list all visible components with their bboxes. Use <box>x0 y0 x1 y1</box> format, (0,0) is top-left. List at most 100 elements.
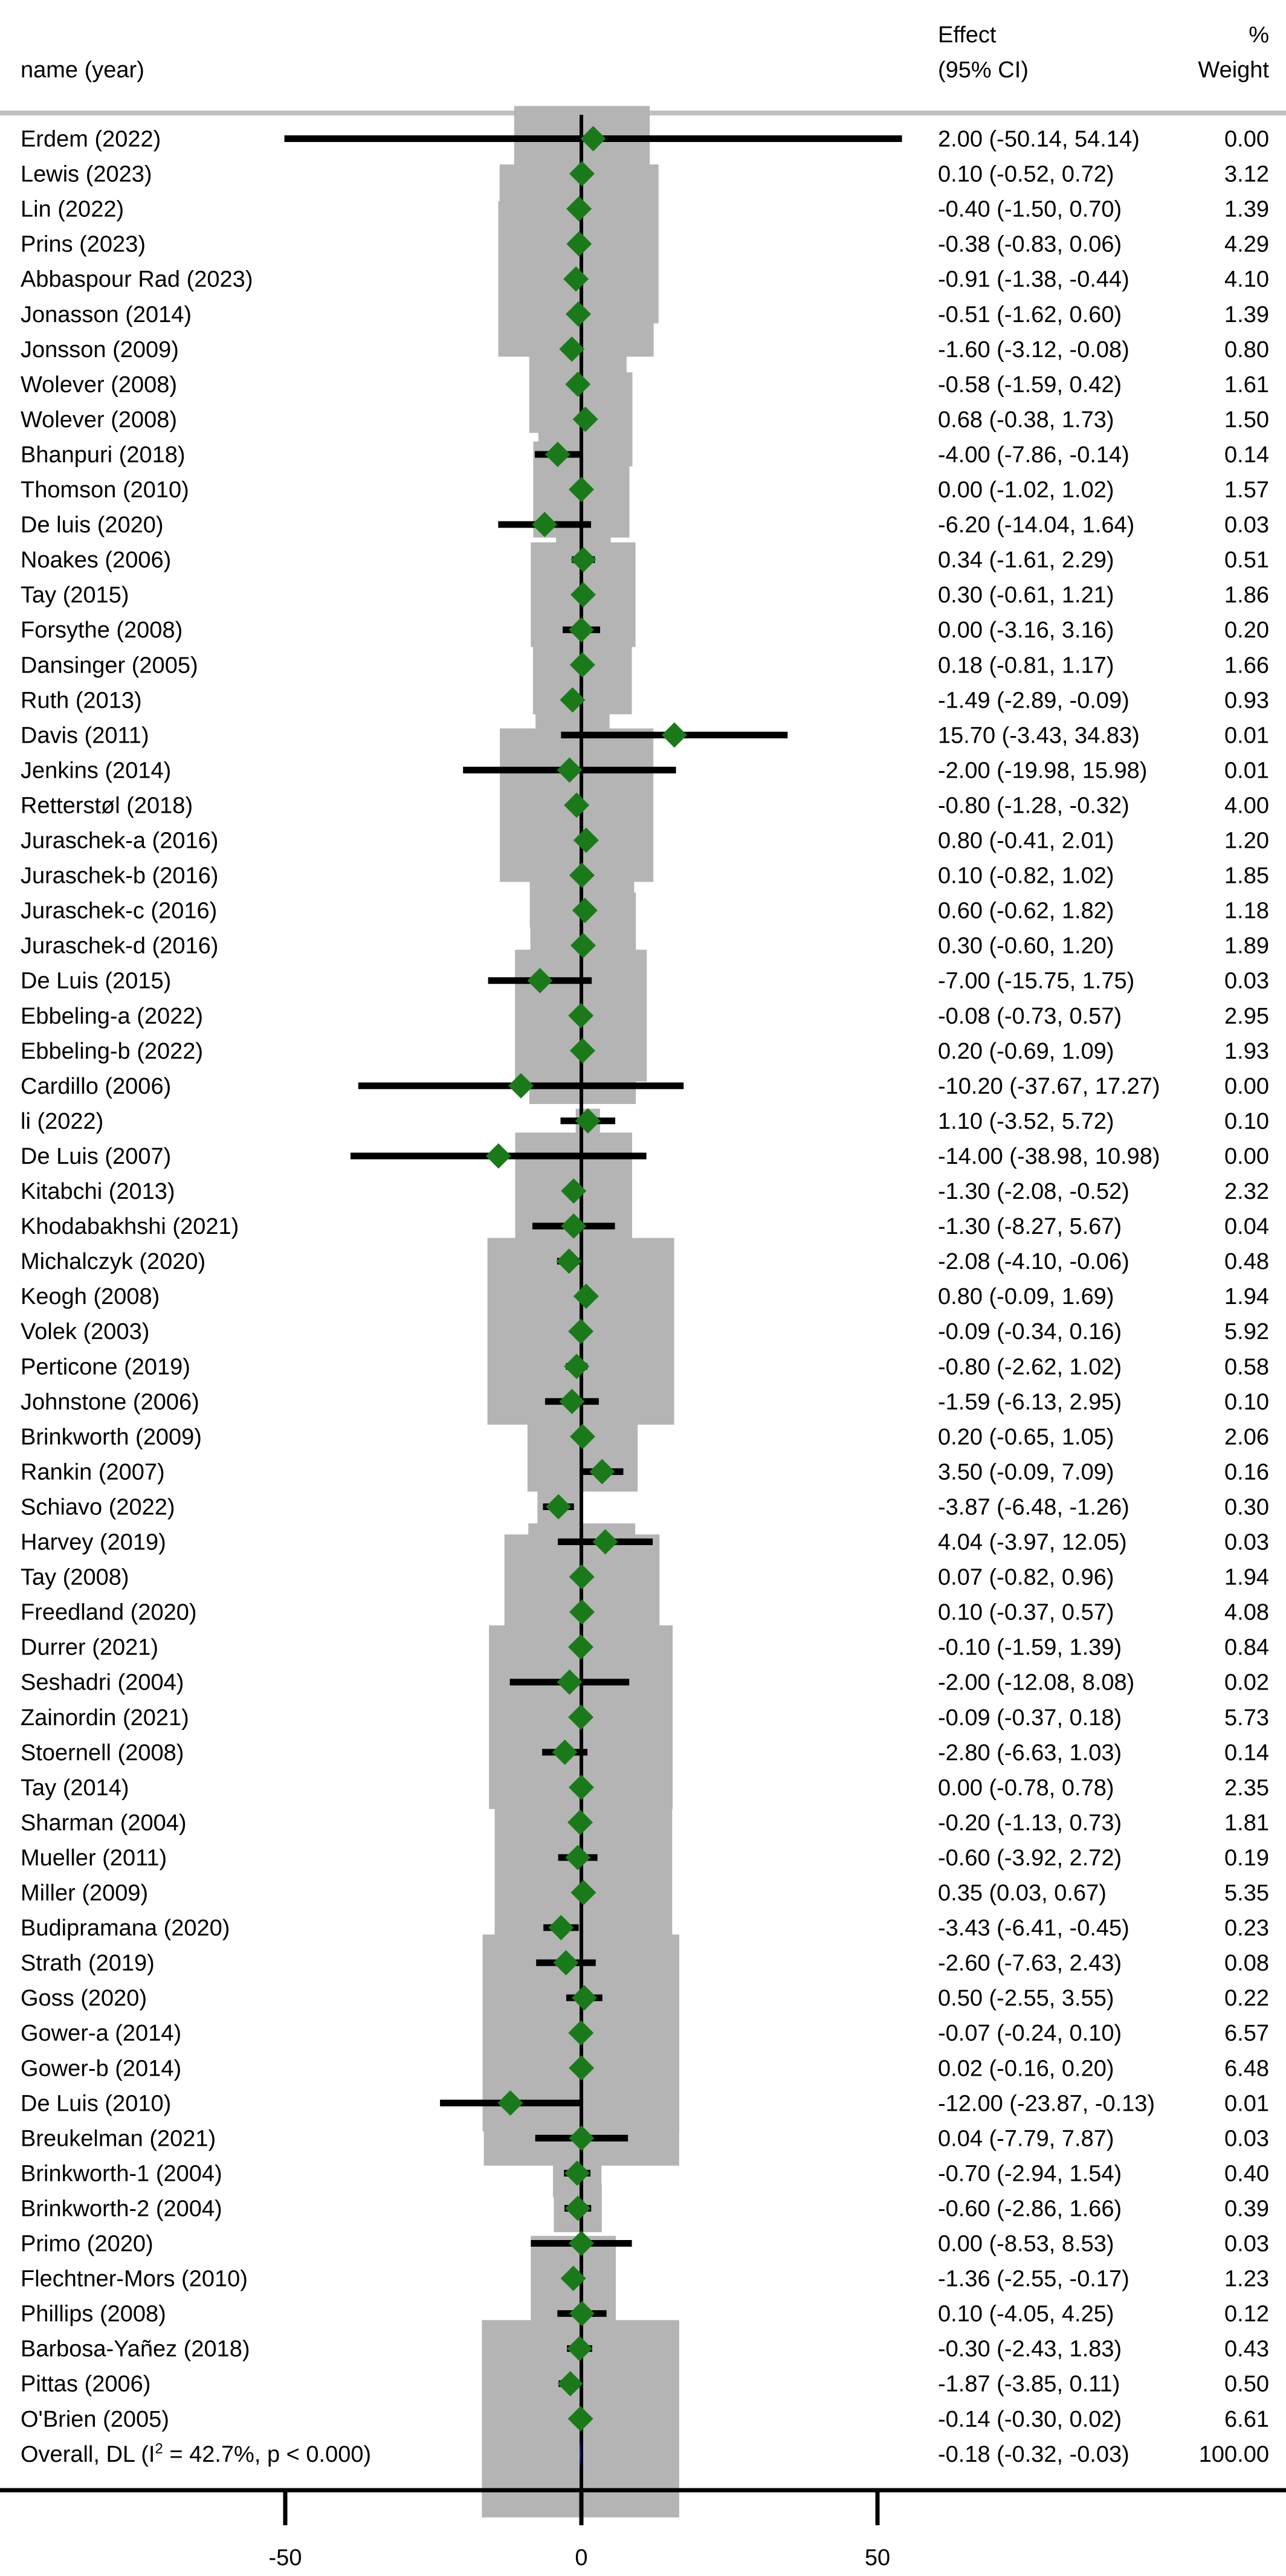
effect-marker <box>569 1424 595 1450</box>
weight-text: 1.93 <box>1224 1039 1269 1064</box>
overall-weight: 100.00 <box>1199 2442 1269 2467</box>
study-row: Erdem (2022) 2.00 (-50.14, 54.14) 0.00 <box>21 126 1269 152</box>
study-row: Brinkworth (2009) 0.20 (-0.65, 1.05) 2.06 <box>21 1424 1269 1450</box>
study-row: Breukelman (2021) 0.04 (-7.79, 7.87) 0.03 <box>21 2125 1269 2151</box>
weight-text: 0.02 <box>1224 1670 1269 1696</box>
effect-ci-text: -0.91 (-1.38, -0.44) <box>938 267 1129 292</box>
weight-text: 1.86 <box>1224 583 1269 608</box>
weight-text: 0.03 <box>1224 1530 1269 1555</box>
weight-text: 4.29 <box>1224 232 1269 257</box>
weight-text: 0.43 <box>1224 2337 1269 2362</box>
study-row: Goss (2020) 0.50 (-2.55, 3.55) 0.22 <box>21 1985 1269 2011</box>
weight-text: 5.73 <box>1224 1705 1269 1731</box>
effect-ci-text: -0.80 (-2.62, 1.02) <box>938 1354 1122 1380</box>
header-effect: Effect <box>938 22 997 48</box>
effect-marker <box>556 1248 582 1274</box>
effect-ci-text: 0.10 (-0.37, 0.57) <box>938 1600 1114 1625</box>
study-name: Strath (2019) <box>21 1951 155 1976</box>
weight-text: 0.22 <box>1224 1986 1269 2011</box>
study-name: Mueller (2011) <box>21 1845 167 1871</box>
overall-label-suffix: = 42.7%, p < 0.000) <box>163 2442 371 2467</box>
effect-marker <box>566 231 592 257</box>
study-name: Sharman (2004) <box>21 1810 187 1836</box>
effect-marker <box>569 1599 595 1625</box>
study-row: Abbaspour Rad (2023) -0.91 (-1.38, -0.44)… <box>21 266 1269 292</box>
overall-label-sup: 2 <box>155 2441 163 2457</box>
effect-ci-text: 0.18 (-0.81, 1.17) <box>938 653 1114 678</box>
weight-text: 0.20 <box>1224 618 1269 643</box>
weight-text: 0.00 <box>1224 1144 1269 1169</box>
study-name: Wolever (2008) <box>21 372 177 398</box>
study-name: Khodabakhshi (2021) <box>21 1214 239 1239</box>
effect-ci-text: 0.00 (-0.78, 0.78) <box>938 1775 1114 1801</box>
effect-ci-text: 0.10 (-0.52, 0.72) <box>938 162 1114 187</box>
effect-marker <box>569 2300 595 2326</box>
study-row: Juraschek-d (2016) 0.30 (-0.60, 1.20) 1.89 <box>21 932 1269 959</box>
study-row: Brinkworth-2 (2004) -0.60 (-2.86, 1.66) 0.… <box>21 2195 1269 2221</box>
effect-marker <box>568 1002 594 1028</box>
effect-ci-text: -12.00 (-23.87, -0.13) <box>938 2091 1155 2116</box>
study-row: Gower-a (2014) -0.07 (-0.24, 0.10) 6.57 <box>21 2020 1269 2046</box>
study-row: O'Brien (2005) -0.14 (-0.30, 0.02) 6.61 <box>21 2406 1269 2432</box>
effect-marker <box>560 687 586 713</box>
study-row: Bhanpuri (2018) -4.00 (-7.86, -0.14) 0.14 <box>21 441 1269 468</box>
overall-label: Overall, DL (I2 = 42.7%, p < 0.000) <box>21 2441 371 2467</box>
study-name: Gower-a (2014) <box>21 2021 181 2046</box>
weight-text: 6.57 <box>1224 2021 1269 2046</box>
study-row: De Luis (2015) -7.00 (-15.75, 1.75) 0.03 <box>21 967 1269 994</box>
effect-marker <box>570 932 596 958</box>
effect-ci-text: -7.00 (-15.75, 1.75) <box>938 969 1134 994</box>
study-name: Seshadri (2004) <box>21 1670 184 1696</box>
effect-marker <box>532 512 558 538</box>
study-name: Tay (2015) <box>21 583 129 608</box>
effect-marker <box>568 1634 594 1660</box>
effect-ci-text: 15.70 (-3.43, 34.83) <box>938 723 1140 748</box>
weight-text: 1.57 <box>1224 477 1269 503</box>
effect-ci-text: -0.14 (-0.30, 0.02) <box>938 2407 1122 2432</box>
effect-ci-text: -0.07 (-0.24, 0.10) <box>938 2021 1122 2046</box>
weight-text: 0.03 <box>1224 969 1269 994</box>
weight-text: 4.08 <box>1224 1600 1269 1625</box>
effect-marker <box>561 1213 587 1239</box>
weight-text: 0.03 <box>1224 2126 1269 2151</box>
effect-marker <box>573 1283 599 1309</box>
weight-text: 0.14 <box>1224 1740 1269 1766</box>
study-row: Tay (2014) 0.00 (-0.78, 0.78) 2.35 <box>21 1774 1269 1801</box>
effect-marker <box>560 2265 586 2291</box>
study-name: Juraschek-d (2016) <box>21 934 218 959</box>
weight-text: 1.39 <box>1224 197 1269 222</box>
study-name: Brinkworth-2 (2004) <box>21 2196 222 2221</box>
effect-marker <box>569 161 595 187</box>
study-name: De luis (2020) <box>21 512 164 538</box>
effect-ci-text: -2.08 (-4.10, -0.06) <box>938 1249 1129 1274</box>
effect-ci-text: 2.00 (-50.14, 54.14) <box>938 127 1140 152</box>
effect-ci-text: 0.35 (0.03, 0.67) <box>938 1880 1107 1906</box>
effect-ci-text: -3.87 (-6.48, -1.26) <box>938 1494 1129 1520</box>
effect-marker <box>661 722 687 748</box>
weight-text: 3.12 <box>1224 162 1269 187</box>
weight-text: 1.20 <box>1224 828 1269 854</box>
weight-text: 6.48 <box>1224 2056 1269 2081</box>
study-row: Thomson (2010) 0.00 (-1.02, 1.02) 1.57 <box>21 477 1269 503</box>
weight-text: 0.10 <box>1224 1389 1269 1415</box>
study-row: Davis (2011) 15.70 (-3.43, 34.83) 0.01 <box>21 722 1269 748</box>
study-row: Sharman (2004) -0.20 (-1.13, 0.73) 1.81 <box>21 1809 1269 1836</box>
weight-text: 5.92 <box>1224 1319 1269 1344</box>
weight-text: 2.06 <box>1224 1424 1269 1450</box>
study-row: Jonsson (2009) -1.60 (-3.12, -0.08) 0.80 <box>21 336 1269 363</box>
study-name: Retterstøl (2018) <box>21 793 193 818</box>
study-name: Jenkins (2014) <box>21 758 171 783</box>
study-name: li (2022) <box>21 1109 103 1134</box>
header-weight-pct: % <box>1249 22 1269 48</box>
header-weight: Weight <box>1198 57 1269 83</box>
study-name: Juraschek-a (2016) <box>21 828 218 854</box>
study-name: Noakes (2006) <box>21 547 171 573</box>
study-name: Goss (2020) <box>21 1986 147 2011</box>
weight-text: 0.04 <box>1224 1214 1269 1239</box>
study-row: Stoernell (2008) -2.80 (-6.63, 1.03) 0.14 <box>21 1739 1269 1766</box>
study-name: Wolever (2008) <box>21 407 177 433</box>
effect-ci-text: -10.20 (-37.67, 17.27) <box>938 1074 1160 1099</box>
study-name: Erdem (2022) <box>21 127 161 152</box>
effect-ci-text: 0.00 (-3.16, 3.16) <box>938 618 1114 643</box>
effect-ci-text: -0.70 (-2.94, 1.54) <box>938 2161 1122 2186</box>
